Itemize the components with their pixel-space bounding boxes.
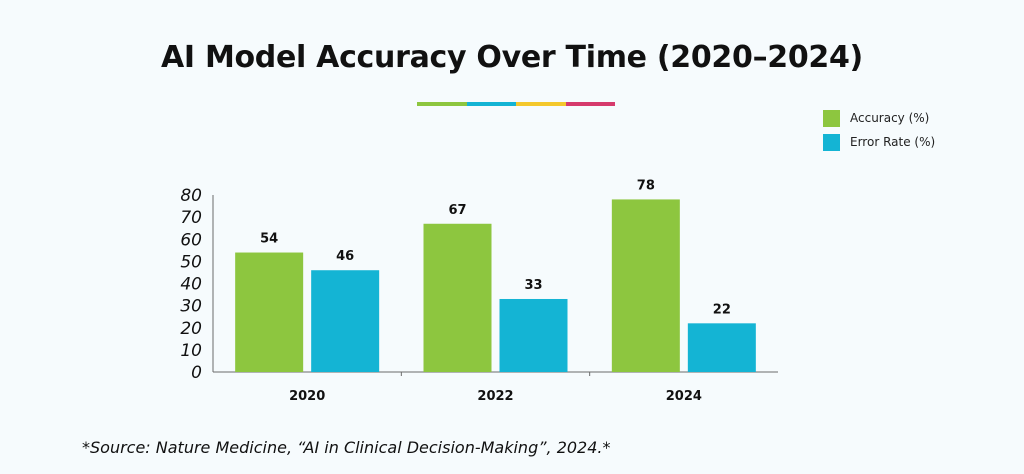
legend-swatch-error-rate — [823, 133, 840, 151]
y-tick-label: 50 — [180, 252, 202, 272]
source-note: *Source: Nature Medicine, “AI in Clinica… — [82, 438, 611, 457]
y-tick-label: 60 — [180, 230, 202, 250]
bar-error-rate-2020 — [311, 270, 380, 372]
data-label: 33 — [524, 278, 542, 293]
title-accent-bar — [417, 102, 615, 106]
data-label: 46 — [336, 249, 354, 264]
data-label: 67 — [448, 203, 466, 218]
data-label: 54 — [260, 232, 278, 247]
data-label: 22 — [713, 302, 731, 317]
chart-title: AI Model Accuracy Over Time (2020–2024) — [161, 40, 863, 75]
bar-error-rate-2024 — [687, 323, 756, 372]
legend-label-accuracy: Accuracy (%) — [850, 111, 930, 125]
bar-error-rate-2022 — [499, 298, 568, 372]
y-tick-label: 20 — [180, 319, 202, 339]
bar-accuracy-2020 — [235, 252, 304, 372]
y-tick-label: 40 — [180, 275, 202, 295]
legend-swatch-accuracy — [823, 109, 840, 127]
legend-label-error-rate: Error Rate (%) — [850, 135, 936, 149]
bar-accuracy-2024 — [611, 199, 680, 372]
bar-accuracy-2022 — [423, 223, 492, 372]
x-tick-label: 2020 — [289, 389, 325, 404]
accent-segment — [565, 102, 615, 106]
y-tick-label: 0 — [191, 363, 202, 383]
y-tick-label: 10 — [180, 341, 202, 361]
legend: Accuracy (%) Error Rate (%) — [823, 108, 935, 156]
accent-segment — [417, 102, 467, 106]
y-tick-label: 70 — [180, 208, 202, 228]
y-tick-label: 30 — [180, 297, 202, 317]
x-tick-label: 2024 — [666, 389, 702, 404]
legend-item-accuracy: Accuracy (%) — [823, 108, 935, 128]
y-tick-label: 80 — [180, 186, 202, 206]
legend-item-error-rate: Error Rate (%) — [823, 132, 935, 152]
x-tick-label: 2022 — [477, 389, 513, 404]
data-label: 78 — [637, 178, 655, 193]
accent-segment — [516, 102, 566, 106]
accent-segment — [466, 102, 516, 106]
